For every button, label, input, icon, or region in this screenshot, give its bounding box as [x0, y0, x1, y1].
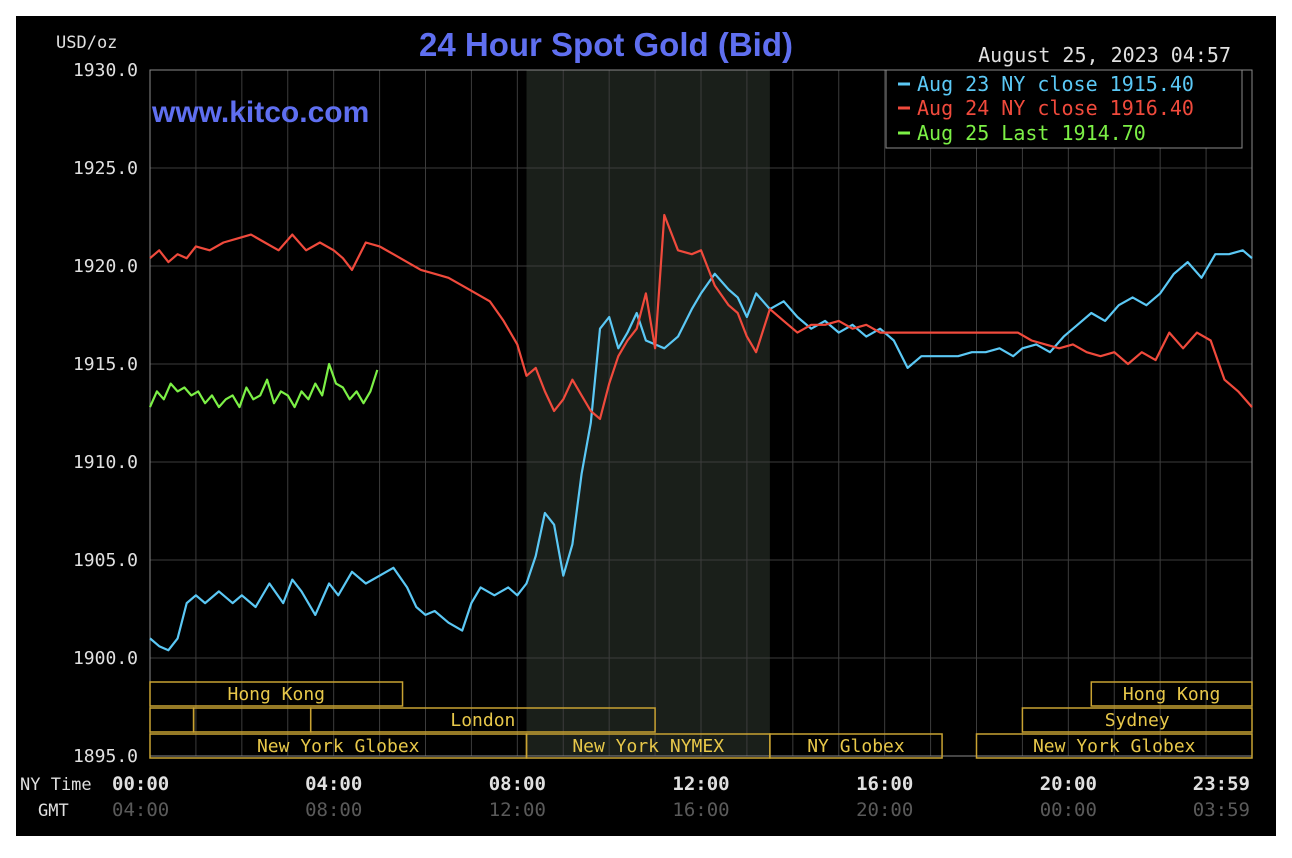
grid	[149, 69, 1253, 757]
plot-border	[149, 69, 1253, 757]
session-box	[192, 707, 312, 733]
timestamp: August 25, 2023 04:57	[978, 43, 1231, 67]
gmt-label: GMT	[38, 801, 69, 821]
session-label: Hong Kong	[1123, 684, 1221, 705]
legend-entry-aug25: Aug 25 Last 1914.70	[917, 121, 1146, 145]
session-box	[769, 733, 943, 759]
series-line-1	[149, 213, 1253, 420]
chart-title: 24 Hour Spot Gold (Bid)	[419, 26, 793, 63]
session-box	[149, 681, 404, 707]
x-tick-label-ny: 16:00	[856, 773, 913, 795]
session-box	[1090, 681, 1253, 707]
session-label: New York Globex	[1033, 736, 1196, 757]
x-tick-label-gmt: 00:00	[1040, 799, 1097, 821]
watermark: www.kitco.com	[151, 96, 369, 129]
session-box	[149, 707, 195, 733]
x-tick-label-ny: 23:59	[1193, 773, 1250, 795]
y-tick-label: 1925.0	[73, 158, 138, 179]
session-label: Sydney	[1105, 710, 1170, 731]
y-tick-label: 1915.0	[73, 354, 138, 375]
session-box	[975, 733, 1253, 759]
session-label: London	[450, 710, 515, 731]
legend-entry-aug24: Aug 24 NY close 1916.40	[917, 96, 1194, 120]
gold-price-chart: Hong Kong London New York Globex New York N…	[20, 26, 1253, 821]
x-tick-label-gmt: 03:59	[1193, 799, 1250, 821]
session-label: New York Globex	[257, 736, 420, 757]
series-lines	[148, 213, 1253, 652]
x-tick-label-ny: 08:00	[489, 773, 546, 795]
x-tick-label-ny: 00:00	[112, 773, 169, 795]
legend-entry-aug23: Aug 23 NY close 1915.40	[917, 72, 1194, 96]
session-box	[1021, 707, 1253, 733]
y-tick-label: 1910.0	[73, 452, 138, 473]
x-tick-label-gmt: 04:00	[112, 799, 169, 821]
series-line-2	[148, 362, 379, 409]
x-tick-label-ny: 12:00	[672, 773, 729, 795]
x-tick-label-ny: 20:00	[1040, 773, 1097, 795]
x-tick-label-ny: 04:00	[305, 773, 362, 795]
session-label: NY Globex	[807, 736, 905, 757]
x-tick-label-gmt: 12:00	[489, 799, 546, 821]
y-tick-label: 1905.0	[73, 550, 138, 571]
session-box	[309, 707, 656, 733]
nymex-session-shade	[526, 70, 770, 756]
session-label: Hong Kong	[227, 684, 325, 705]
ny-time-label: NY Time	[20, 775, 92, 795]
y-tick-label: 1930.0	[73, 60, 138, 81]
x-tick-label-gmt: 16:00	[672, 799, 729, 821]
y-axis-label: USD/oz	[56, 33, 117, 53]
trading-sessions: Hong Kong London New York Globex New York N…	[149, 681, 1253, 759]
y-tick-label: 1900.0	[73, 648, 138, 669]
axes: 1930.0 1925.0 1920.0 1915.0 1910.0 1905.0 1900…	[73, 60, 1250, 821]
y-tick-label: 1895.0	[73, 746, 138, 767]
y-tick-label: 1920.0	[73, 256, 138, 277]
legend: Aug 23 NY close 1915.40 Aug 24 NY close …	[885, 69, 1243, 149]
x-tick-label-gmt: 08:00	[305, 799, 362, 821]
series-line-0	[149, 249, 1253, 652]
session-label: New York NYMEX	[572, 736, 724, 757]
chart-frame: Hong Kong London New York Globex New York N…	[16, 16, 1276, 836]
x-tick-label-gmt: 20:00	[856, 799, 913, 821]
